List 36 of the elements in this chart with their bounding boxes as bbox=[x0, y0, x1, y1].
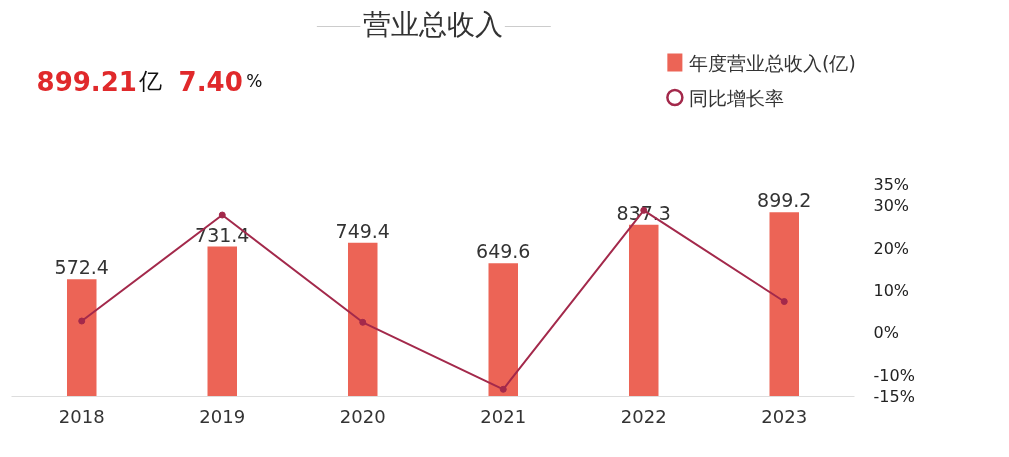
x-tick-label: 2023 bbox=[761, 405, 808, 427]
bar bbox=[348, 242, 378, 397]
y2-tick-label: -10% bbox=[873, 365, 915, 385]
point bbox=[359, 318, 367, 326]
x-tick-label: 2018 bbox=[58, 405, 105, 427]
x-tick-label: 2021 bbox=[480, 405, 527, 427]
x-tick-label: 2020 bbox=[339, 405, 386, 427]
point bbox=[499, 385, 507, 393]
point bbox=[218, 211, 226, 219]
y2-tick-label: 0% bbox=[873, 323, 899, 343]
y2-tick-label: 20% bbox=[873, 238, 910, 258]
bar bbox=[629, 224, 659, 397]
bar bbox=[67, 279, 97, 397]
data-label: 749.4 bbox=[335, 219, 390, 242]
y2-tick-label: -15% bbox=[873, 387, 915, 406]
bar bbox=[769, 212, 799, 397]
x-tick-label: 2022 bbox=[620, 405, 667, 427]
text: % bbox=[246, 70, 263, 91]
y2-tick-label: 10% bbox=[873, 281, 910, 300]
point bbox=[78, 317, 86, 325]
text: 899.21 bbox=[36, 66, 137, 97]
point bbox=[780, 298, 788, 306]
x-tick-label: 2019 bbox=[199, 405, 246, 427]
data-label: 572.4 bbox=[54, 256, 109, 279]
text: 7.40 bbox=[178, 66, 243, 97]
bar bbox=[207, 246, 237, 397]
y2-tick-label: 30% bbox=[873, 196, 910, 216]
data-label: 731.4 bbox=[195, 223, 250, 246]
bar bbox=[488, 263, 518, 397]
y2-tick-label: 35% bbox=[873, 175, 910, 194]
data-label: 899.2 bbox=[757, 189, 812, 212]
legend-label: 年度营业总收入(亿) bbox=[689, 51, 856, 74]
chart-title: 营业总收入 bbox=[363, 8, 503, 41]
text: 亿 bbox=[138, 67, 163, 94]
legend-label: 同比增长率 bbox=[689, 86, 785, 109]
data-label: 649.6 bbox=[476, 240, 531, 263]
